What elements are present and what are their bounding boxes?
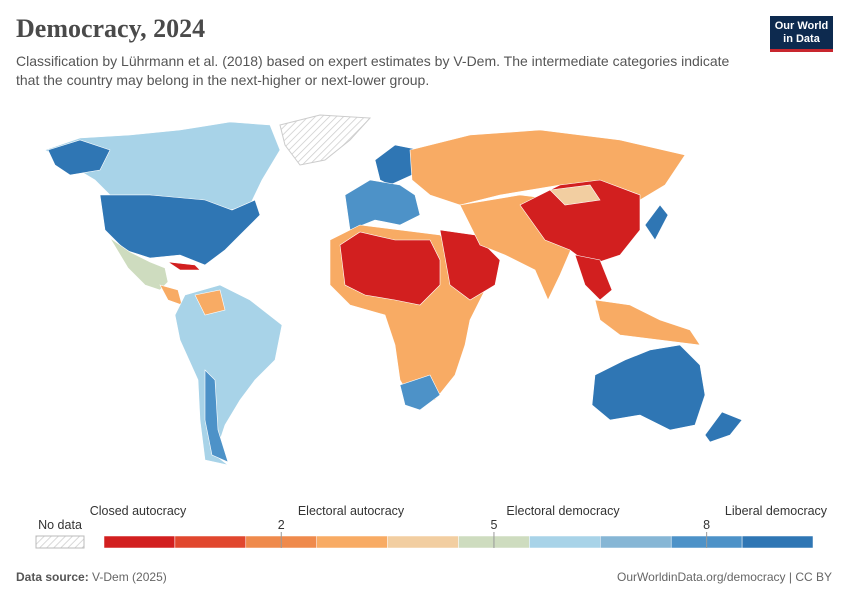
legend-tick-label: 5	[490, 518, 497, 532]
no-data-region	[279, 114, 372, 166]
country	[47, 139, 111, 176]
legend-swatch	[529, 535, 601, 549]
country	[574, 254, 613, 301]
country	[399, 374, 441, 411]
country	[591, 344, 706, 431]
country	[549, 184, 601, 206]
legend-swatch	[316, 535, 388, 549]
country	[204, 369, 229, 463]
link[interactable]: OurWorldinData.org/democracy | CC BY	[617, 570, 832, 584]
source-text: V-Dem (2025)	[92, 570, 167, 584]
country	[519, 179, 641, 266]
legend-tick-label: 2	[278, 518, 285, 532]
country	[194, 289, 226, 316]
legend-swatch	[741, 535, 814, 549]
legend-group-label: Closed autocracy	[90, 504, 187, 518]
legend: No data Closed autocracy Electoral autocra…	[35, 504, 828, 549]
country	[344, 179, 421, 231]
logo-line: Our World	[774, 20, 829, 32]
source-label: Data source:	[16, 570, 89, 584]
legend-tick-label: 8	[703, 518, 710, 532]
legend-swatch	[103, 535, 176, 549]
legend-group-label: Electoral autocracy	[298, 504, 405, 518]
legend-group-label: Liberal democracy	[725, 504, 828, 518]
source: Data source: V-Dem (2025)	[16, 570, 167, 584]
country	[167, 261, 201, 271]
legend-swatch	[600, 535, 672, 549]
country	[109, 237, 169, 291]
legend-swatch	[387, 535, 459, 549]
logo-line: in Data	[783, 33, 820, 45]
logo[interactable]: Our World in Data	[770, 16, 833, 52]
legend-group-label: Electoral democracy	[506, 504, 620, 518]
country	[644, 204, 669, 241]
country	[594, 299, 701, 346]
title: Democracy, 2024	[16, 14, 206, 43]
country	[174, 284, 283, 466]
no-data-label: No data	[38, 518, 82, 532]
subtitle: Classification by Lührmann et al. (2018)…	[16, 53, 730, 88]
country	[44, 121, 281, 211]
legend-swatch	[174, 535, 247, 549]
countries	[44, 114, 743, 466]
no-data-swatch	[35, 535, 85, 549]
country	[704, 411, 743, 443]
country	[339, 231, 441, 306]
country	[159, 284, 183, 306]
